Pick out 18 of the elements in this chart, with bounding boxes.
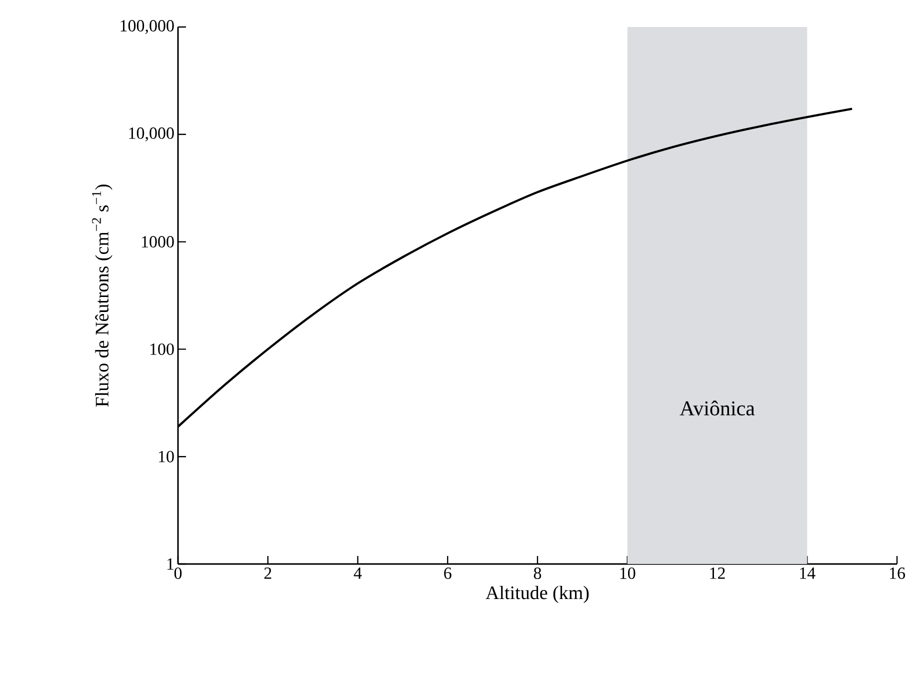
x-tick-label: 10: [620, 568, 636, 579]
y-tick-label: 10: [158, 450, 174, 462]
x-tick-label: 16: [890, 568, 906, 579]
x-tick-label: 14: [800, 568, 816, 579]
band-label: Aviônica: [680, 400, 755, 416]
y-tick-label: 100,000: [120, 20, 174, 34]
x-tick-label: 12: [710, 568, 725, 579]
y-tick-label: 1000: [142, 236, 174, 248]
y-tick-label: 10,000: [129, 127, 174, 142]
x-axis-title: Altitude (km): [486, 586, 589, 604]
x-tick-label: 6: [444, 568, 452, 579]
x-tick-label: 2: [264, 568, 272, 579]
y-tick-label: 100: [150, 343, 174, 355]
x-tick-label: 4: [354, 568, 362, 579]
x-tick-label: 0: [174, 568, 182, 579]
x-tick-label: 8: [534, 568, 542, 579]
y-tick-label: 1: [167, 558, 174, 570]
y-axis-title: Fluxo de Nêutrons (cm$^{−2}$ s$^{−1}$): [92, 184, 112, 407]
